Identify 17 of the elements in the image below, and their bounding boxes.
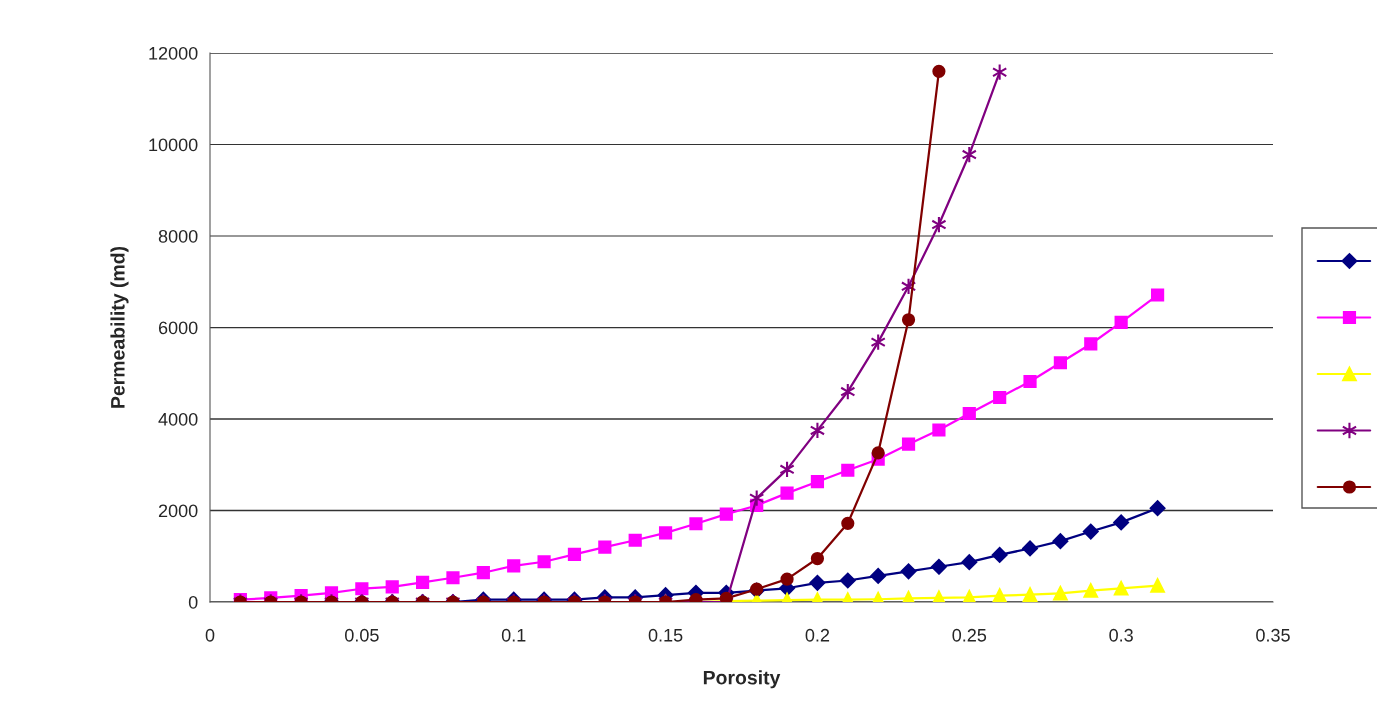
y-tick-label: 6000: [158, 321, 198, 335]
x-tick-label: 0.05: [344, 628, 379, 642]
x-tick-label: 0.15: [648, 628, 683, 642]
x-axis-title: Porosity: [703, 670, 781, 689]
y-tick-label: 10000: [149, 138, 198, 152]
x-tick-label: 0.3: [1109, 628, 1133, 642]
x-tick-label: 0.25: [952, 628, 987, 642]
x-tick-label: 0.1: [501, 628, 526, 642]
y-tick-label: 4000: [158, 412, 198, 426]
y-tick-label: 2000: [158, 504, 198, 518]
x-tick-label: 0.2: [805, 628, 830, 642]
y-axis-title: Permeability (md): [110, 246, 129, 408]
y-tick-label: 8000: [158, 229, 198, 243]
y-tick-label: 12000: [149, 46, 198, 60]
x-tick-label: 0: [205, 628, 215, 642]
x-tick-label: 0.35: [1256, 628, 1290, 642]
y-tick-label: 0: [188, 595, 198, 609]
